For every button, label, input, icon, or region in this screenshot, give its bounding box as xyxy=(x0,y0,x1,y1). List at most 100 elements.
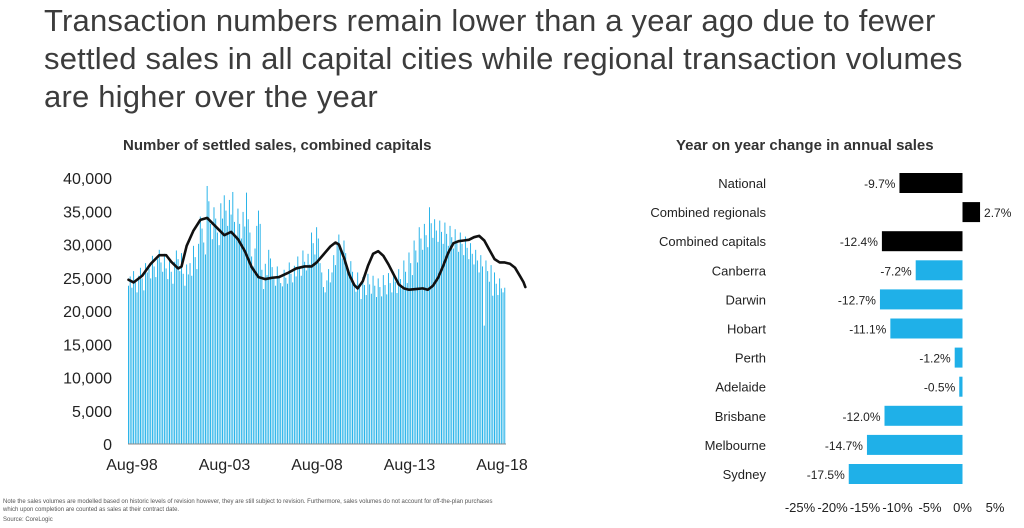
sales-bar xyxy=(215,219,216,444)
y-tick-label: 30,000 xyxy=(63,238,112,255)
category-label: Combined regionals xyxy=(650,205,766,220)
sales-bar xyxy=(155,277,156,444)
x-tick-label: Aug-18 xyxy=(476,457,528,474)
sales-bar xyxy=(301,276,302,444)
category-label: National xyxy=(718,176,766,191)
sales-bar xyxy=(214,207,215,444)
sales-bar xyxy=(195,257,196,444)
x-tick-label: -10% xyxy=(882,500,913,515)
sales-bar xyxy=(190,263,191,444)
sales-bar xyxy=(178,259,179,444)
sales-bar xyxy=(484,326,485,444)
sales-bar xyxy=(184,286,185,444)
sales-bar xyxy=(256,226,257,444)
sales-bar xyxy=(222,219,223,444)
sales-bar xyxy=(138,276,139,444)
sales-bar xyxy=(364,285,365,444)
value-label: -12.0% xyxy=(842,410,880,424)
sales-bar xyxy=(313,243,314,444)
sales-bar xyxy=(369,284,370,444)
sales-bar xyxy=(183,274,184,444)
sales-bar xyxy=(503,292,504,444)
sales-bar xyxy=(371,294,372,444)
sales-bar xyxy=(487,271,488,444)
sales-bar xyxy=(390,283,391,444)
sales-bar xyxy=(231,215,232,444)
sales-bar xyxy=(391,292,392,444)
sales-bar xyxy=(142,278,143,444)
sales-bar xyxy=(395,282,396,444)
sales-bar xyxy=(261,270,262,444)
sales-bar xyxy=(388,273,389,444)
sales-bar xyxy=(434,219,435,444)
sales-bar xyxy=(482,266,483,444)
sales-bar xyxy=(174,262,175,444)
sales-bar xyxy=(448,246,449,444)
sales-bar xyxy=(272,267,273,444)
sales-bar xyxy=(332,272,333,444)
yoy-change-chart: National -9.7% Combined regionals 2.7% Combi… xyxy=(560,160,1024,520)
sales-bar xyxy=(326,280,327,444)
sales-bar xyxy=(400,279,401,444)
sales-bar xyxy=(453,248,454,444)
category-label: Darwin xyxy=(726,292,766,307)
sales-bar xyxy=(171,272,172,444)
sales-bar xyxy=(277,266,278,444)
sales-bar xyxy=(130,276,131,444)
sales-bar xyxy=(145,263,146,444)
sales-bar xyxy=(412,275,413,444)
sales-bar xyxy=(494,272,495,444)
sales-bar xyxy=(143,290,144,444)
sales-bar xyxy=(135,282,136,444)
sales-bar xyxy=(186,264,187,444)
sales-bar xyxy=(159,250,160,444)
value-label: -12.4% xyxy=(840,235,878,249)
sales-bar xyxy=(279,277,280,444)
source-note: Source: CoreLogic xyxy=(3,517,53,523)
sales-bar xyxy=(302,250,303,444)
sales-bar xyxy=(480,255,481,444)
sales-bar xyxy=(234,222,235,444)
sales-bar xyxy=(367,274,368,444)
sales-bar xyxy=(270,258,271,444)
sales-bar xyxy=(357,272,358,444)
sales-bar xyxy=(501,288,502,444)
sales-bar xyxy=(280,283,281,444)
sales-bar xyxy=(468,259,469,444)
x-tick-label: -5% xyxy=(918,500,942,515)
sales-bar xyxy=(265,264,266,444)
sales-bar xyxy=(385,285,386,444)
sales-bar xyxy=(172,284,173,444)
sales-bar xyxy=(205,254,206,444)
sales-bar xyxy=(325,292,326,444)
value-label: -14.7% xyxy=(825,439,863,453)
sales-bar xyxy=(149,268,150,444)
sales-bar xyxy=(491,265,492,444)
sales-bar xyxy=(397,293,398,444)
sales-bar xyxy=(361,299,362,444)
sales-bar xyxy=(308,254,309,444)
change-bar xyxy=(885,406,963,426)
x-tick-label: 5% xyxy=(986,500,1005,515)
sales-bar xyxy=(244,227,245,444)
sales-bar xyxy=(463,255,464,444)
sales-bar xyxy=(267,275,268,444)
sales-bar xyxy=(335,265,336,444)
sales-bar xyxy=(202,229,203,444)
sales-bar xyxy=(258,211,259,444)
sales-bar xyxy=(309,264,310,444)
y-tick-label: 35,000 xyxy=(63,204,112,221)
x-tick-label: Aug-13 xyxy=(384,457,436,474)
sales-bar xyxy=(340,246,341,444)
sales-bar xyxy=(458,252,459,444)
sales-bar xyxy=(140,268,141,444)
sales-bar xyxy=(219,245,220,444)
sales-bar xyxy=(232,192,233,444)
sales-bar xyxy=(253,266,254,444)
sales-bar xyxy=(176,250,177,444)
sales-bar xyxy=(345,253,346,444)
y-tick-label: 10,000 xyxy=(63,371,112,388)
sales-bar xyxy=(314,254,315,444)
category-label: Melbourne xyxy=(705,438,766,453)
sales-bar xyxy=(376,297,377,444)
